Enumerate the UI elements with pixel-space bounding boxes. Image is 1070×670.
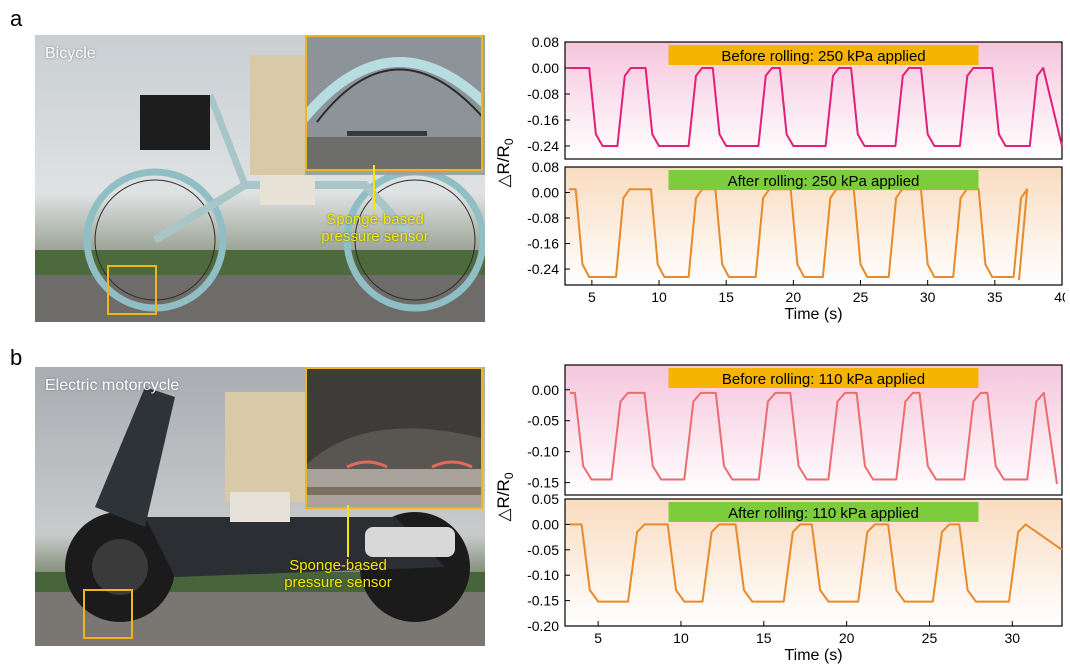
annotation-tag	[668, 502, 979, 522]
sensor-pointer-line-bicycle	[373, 165, 375, 210]
annotation-tag	[668, 45, 979, 65]
chart-a-svg: 0.08 0.00 -0.08 -0.16 -0.24 Before rolling: 2…	[494, 34, 1070, 323]
data-line	[569, 188, 1029, 281]
chart-b-svg: 0.00 -0.05 -0.10 -0.15 Before rolling: 110 k…	[494, 364, 1063, 664]
annotation-tag	[668, 368, 979, 388]
sensor-highlight-box-motorcycle	[83, 589, 133, 639]
sensor-pointer-line-motorcycle	[347, 505, 349, 557]
photo-label-motorcycle: Electric motorcycle	[45, 377, 180, 394]
x-tick-label: 30	[920, 289, 936, 305]
y-tick-label: 0.00	[532, 516, 559, 532]
x-tick-label: 35	[987, 289, 1003, 305]
x-tick-label: 30	[1005, 630, 1021, 646]
sensor-label-motorcycle: Sponge-based pressure sensor	[284, 557, 392, 591]
y-tick-label: -0.16	[527, 236, 559, 252]
annotation-text: After rolling: 110 kPa applied	[728, 505, 919, 522]
y-tick-label: -0.05	[527, 542, 559, 558]
y-tick-label: -0.20	[527, 618, 559, 634]
sensor-highlight-box-bicycle	[107, 265, 157, 315]
x-tick-label: 25	[922, 630, 938, 646]
annotation-tag	[668, 170, 979, 190]
chart-panel-b: 0.00 -0.05 -0.10 -0.15 Before rolling: 110 k…	[494, 362, 1065, 665]
chart-a-1: 0.08 0.00 -0.08 -0.16 -0.24 5 10 15 20 25 30 35 40 Ti…	[527, 159, 1070, 323]
y-tick-label: -0.16	[527, 112, 559, 128]
x-tick-label: 5	[594, 630, 602, 646]
y-tick-label: 0.08	[532, 34, 559, 50]
y-axis-label: △R/R0	[495, 138, 516, 187]
y-tick-label: -0.08	[527, 210, 559, 226]
x-tick-label: 15	[718, 289, 734, 305]
x-axis-label: Time (s)	[784, 306, 842, 323]
inset-photo-bicycle	[305, 35, 483, 171]
x-axis-label: Time (s)	[784, 647, 842, 664]
y-tick-label: -0.05	[527, 413, 559, 429]
y-axis-label: △R/R0	[495, 472, 516, 521]
chart-b-1: 0.05 0.00 -0.05 -0.10 -0.15 -0.20 5 10 15 20 25 30 T…	[527, 491, 1063, 664]
data-line	[570, 391, 1058, 485]
panel-letter-a: a	[10, 6, 23, 31]
x-tick-label: 20	[786, 289, 802, 305]
y-tick-label: 0.05	[532, 491, 559, 507]
panel-letter-b: b	[10, 345, 23, 370]
y-tick-label: 0.00	[532, 382, 559, 398]
y-tick-label: -0.24	[527, 261, 559, 277]
x-tick-label: 25	[853, 289, 869, 305]
inset-photo-motorcycle	[305, 367, 483, 509]
y-tick-label: -0.15	[527, 475, 559, 491]
x-tick-label: 20	[839, 630, 855, 646]
bicycle-photo: Bicycle Sponge-based pressure sensor	[35, 35, 485, 322]
annotation-text: After rolling: 250 kPa applied	[728, 173, 920, 190]
photo-label-bicycle: Bicycle	[45, 45, 96, 62]
motorcycle-photo: Electric motorcycle Sponge-based pressur…	[35, 367, 485, 646]
x-tick-label: 10	[673, 630, 689, 646]
x-tick-label: 40	[1054, 289, 1065, 305]
y-tick-label: -0.10	[527, 444, 559, 460]
annotation-text: Before rolling: 110 kPa applied	[722, 371, 925, 388]
y-tick-label: -0.15	[527, 593, 559, 609]
sensor-label-bicycle: Sponge-based pressure sensor	[321, 211, 429, 245]
y-tick-label: 0.00	[532, 185, 559, 201]
data-line	[570, 523, 1063, 603]
y-tick-label: 0.00	[532, 60, 559, 76]
data-line	[569, 67, 1063, 147]
chart-b-0: 0.00 -0.05 -0.10 -0.15 Before rolling: 110 k…	[527, 364, 1063, 496]
y-tick-label: 0.08	[532, 159, 559, 175]
chart-a-0: 0.08 0.00 -0.08 -0.16 -0.24 Before rolling: 2…	[527, 34, 1063, 160]
y-tick-label: -0.24	[527, 138, 559, 154]
annotation-text: Before rolling: 250 kPa applied	[721, 48, 925, 65]
y-tick-label: -0.10	[527, 567, 559, 583]
chart-panel-a: 0.08 0.00 -0.08 -0.16 -0.24 Before rolling: 2…	[494, 30, 1070, 340]
x-tick-label: 15	[756, 630, 772, 646]
y-tick-label: -0.08	[527, 86, 559, 102]
x-tick-label: 5	[588, 289, 596, 305]
x-tick-label: 10	[651, 289, 667, 305]
